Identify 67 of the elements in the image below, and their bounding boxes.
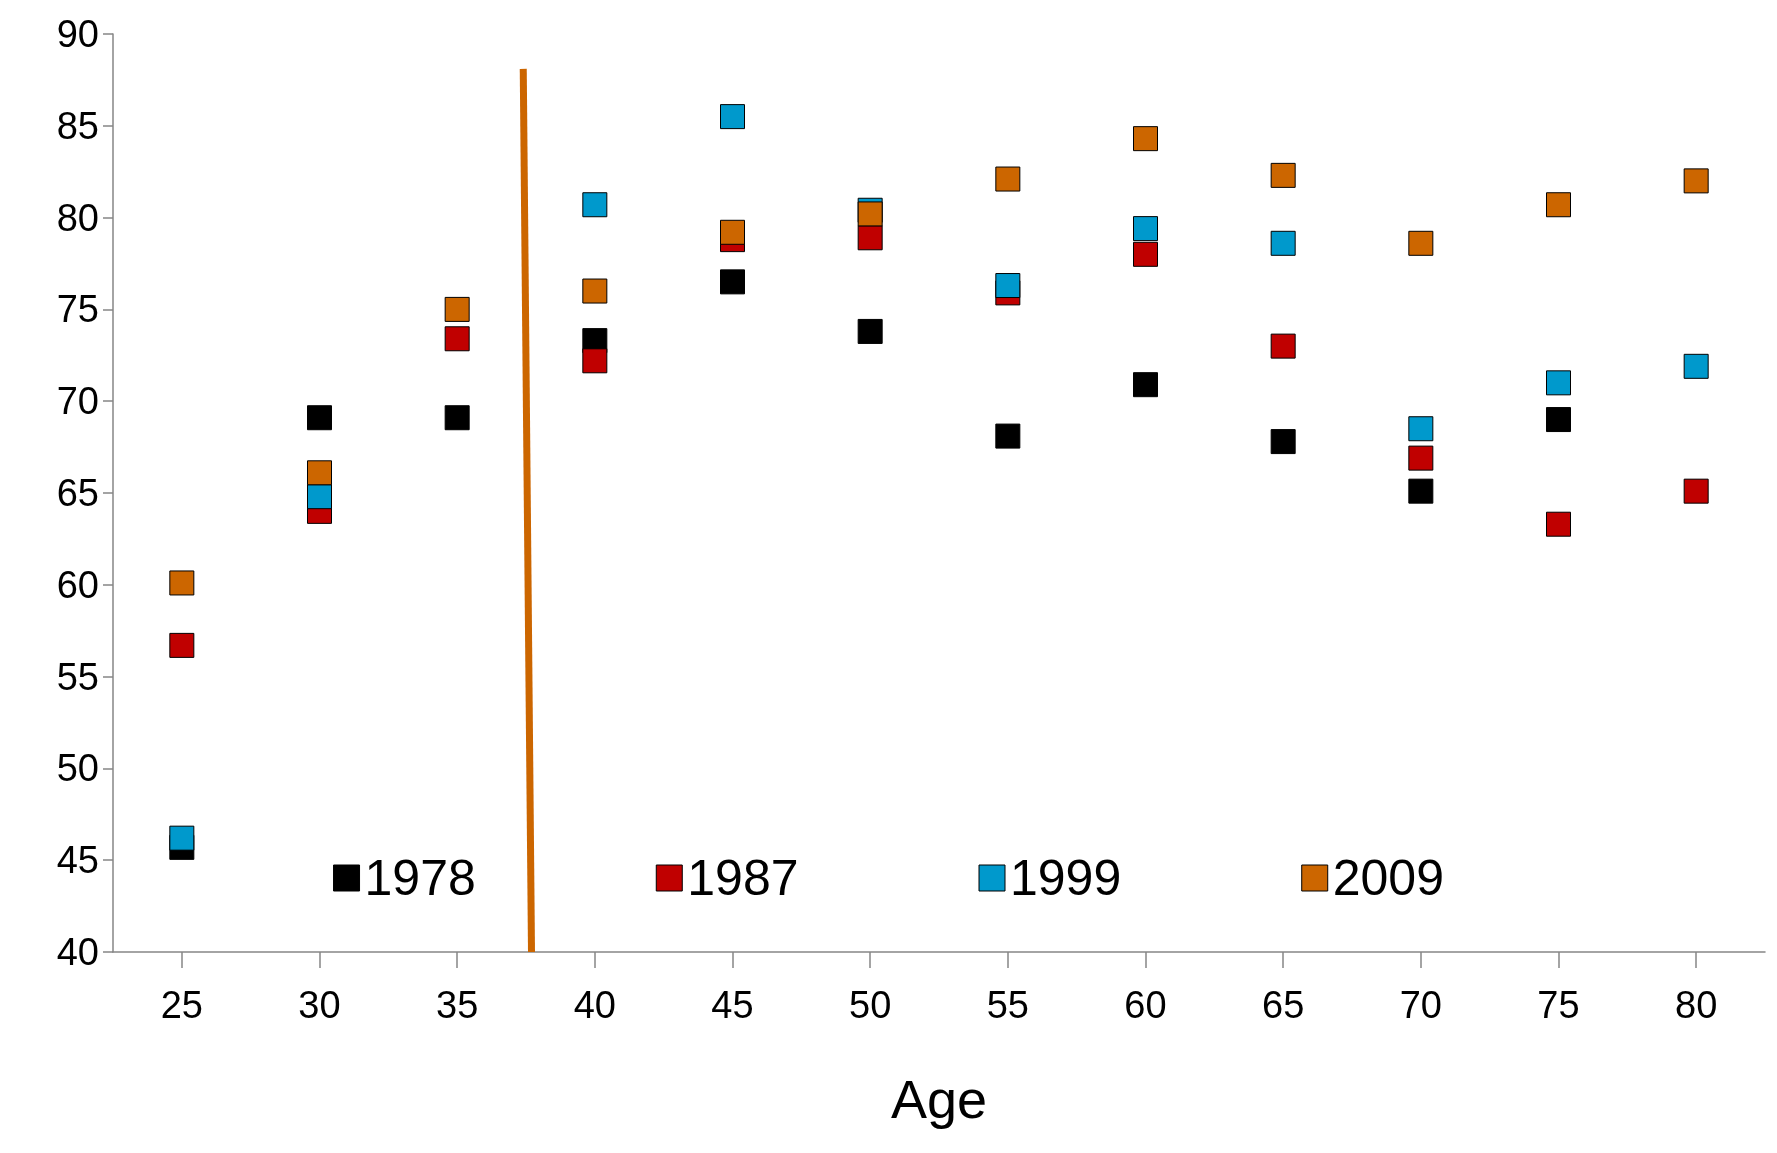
point	[444, 296, 470, 322]
point	[995, 166, 1021, 192]
point	[1270, 429, 1296, 455]
y-tick-label: 90	[56, 13, 99, 55]
point	[1270, 230, 1296, 256]
point	[1546, 370, 1571, 396]
point	[1133, 216, 1158, 242]
point	[1408, 230, 1434, 256]
point	[720, 219, 745, 245]
point	[444, 405, 470, 431]
x-tick-label: 45	[711, 984, 754, 1026]
y-tick-label: 50	[56, 747, 99, 790]
y-tick-label: 65	[56, 472, 99, 514]
x-tick-label: 50	[849, 984, 892, 1026]
x-tick-label: 75	[1537, 984, 1580, 1026]
point	[169, 632, 195, 658]
point	[1683, 478, 1709, 504]
point	[1683, 168, 1709, 194]
legend-label: 1987	[687, 850, 799, 906]
x-tick-label: 60	[1124, 984, 1167, 1026]
x-tick-label: 80	[1675, 984, 1718, 1026]
point	[857, 225, 883, 251]
point	[1408, 445, 1434, 471]
point	[582, 278, 608, 304]
point	[720, 104, 745, 130]
point	[1546, 511, 1571, 537]
point	[1270, 162, 1296, 188]
x-tick-label: 30	[298, 984, 341, 1026]
point	[1270, 333, 1296, 359]
y-tick-label: 85	[56, 104, 99, 147]
point	[857, 318, 883, 344]
point	[995, 273, 1021, 299]
legend-label: 2009	[1332, 850, 1444, 906]
point	[582, 192, 608, 218]
point	[307, 484, 332, 510]
point	[1683, 353, 1709, 379]
y-tick-label: 70	[56, 380, 99, 423]
x-tick-label: 55	[986, 984, 1029, 1026]
y-tick-label: 55	[56, 655, 99, 698]
y-tick-label: 40	[56, 931, 99, 973]
y-tick-label: 75	[56, 288, 99, 331]
point	[1546, 407, 1571, 433]
point	[720, 269, 745, 295]
point	[582, 348, 608, 374]
x-tick-label: 65	[1262, 984, 1305, 1026]
point	[169, 570, 195, 596]
y-tick-label: 80	[56, 196, 99, 239]
point	[1133, 241, 1158, 267]
y-tick-label: 60	[56, 563, 99, 606]
legend-label: 1999	[1010, 850, 1122, 906]
x-tick-label: 25	[160, 984, 203, 1026]
point	[1408, 478, 1434, 504]
point	[444, 326, 470, 352]
point	[1133, 126, 1158, 152]
point	[169, 825, 195, 851]
x-tick-label: 70	[1399, 984, 1442, 1026]
x-tick-label: 40	[573, 984, 616, 1026]
legend-label: 1978	[364, 850, 476, 906]
point	[307, 460, 332, 486]
x-tick-label: 35	[436, 984, 479, 1026]
point	[1408, 416, 1434, 442]
y-tick-label: 45	[56, 839, 99, 882]
x-axis-title: Age	[890, 1069, 988, 1129]
point	[1546, 192, 1571, 218]
point	[1133, 372, 1158, 398]
point	[995, 423, 1021, 449]
point	[307, 405, 332, 431]
